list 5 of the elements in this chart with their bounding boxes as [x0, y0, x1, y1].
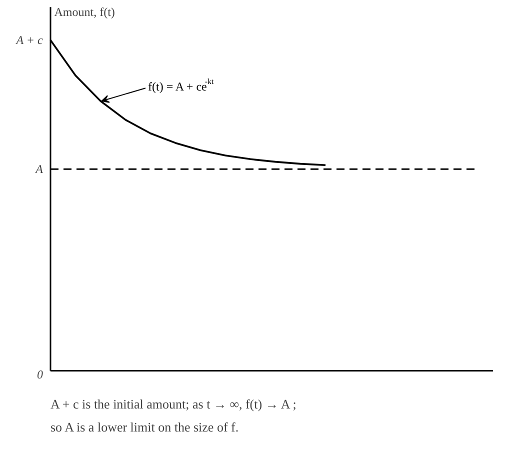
text: 0	[37, 368, 43, 382]
text: A + c is the initial amount; as t → ∞, f(t) → A ; so A is a lower limit on the size of f.	[50, 396, 296, 434]
y-axis-title: Amount, f(t)	[54, 5, 115, 20]
ref-line-label: A	[34, 162, 44, 176]
text: A + c	[15, 33, 44, 48]
